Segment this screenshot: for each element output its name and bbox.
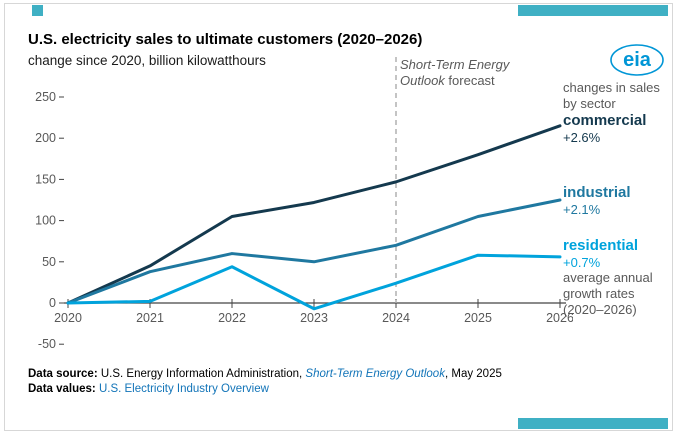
forecast-note-line2-italic: Outlook (400, 73, 445, 88)
page-border (4, 3, 673, 431)
steo-report-link[interactable]: Short-Term Energy Outlook (305, 368, 445, 380)
logo-orbit-icon (610, 44, 664, 76)
accent-bar-bottom (518, 418, 668, 429)
industrial-label: industrial (563, 184, 631, 201)
data-source-date: , May 2025 (444, 368, 502, 380)
industrial-rate: +2.1% (563, 202, 601, 217)
accent-square (32, 5, 43, 16)
accent-bar-top (518, 5, 668, 16)
forecast-note-line2-rest: forecast (444, 73, 495, 88)
data-values-line: Data values: U.S. Electricity Industry O… (28, 382, 502, 397)
legend-commercial: commercial +2.6% (563, 112, 673, 146)
data-source-line: Data source: U.S. Energy Information Adm… (28, 367, 502, 382)
chart-title: U.S. electricity sales to ultimate custo… (28, 31, 423, 48)
legend-intro: changes in sales by sector (563, 80, 660, 111)
residential-rate: +0.7% (563, 255, 601, 270)
commercial-rate: +2.6% (563, 130, 601, 145)
footer: Data source: U.S. Energy Information Adm… (28, 367, 502, 397)
commercial-label: commercial (563, 112, 647, 129)
data-values-label: Data values: (28, 383, 99, 395)
residential-label: residential (563, 237, 639, 254)
data-source-text: U.S. Energy Information Administration, (97, 368, 306, 380)
eia-logo: eia (608, 40, 666, 80)
forecast-note: Short-Term Energy Outlook forecast (400, 57, 530, 89)
forecast-note-line1: Short-Term Energy (400, 57, 510, 72)
chart-subtitle: change since 2020, billion kilowatthours (28, 53, 266, 68)
legend-residential: residential +0.7% (563, 237, 673, 271)
legend-industrial: industrial +2.1% (563, 184, 673, 218)
data-values-link[interactable]: U.S. Electricity Industry Overview (98, 383, 269, 395)
legend-outro: average annual growth rates (2020–2026) (563, 270, 653, 317)
data-source-label: Data source: (28, 368, 98, 380)
eia-logo-text: eia (623, 48, 651, 71)
